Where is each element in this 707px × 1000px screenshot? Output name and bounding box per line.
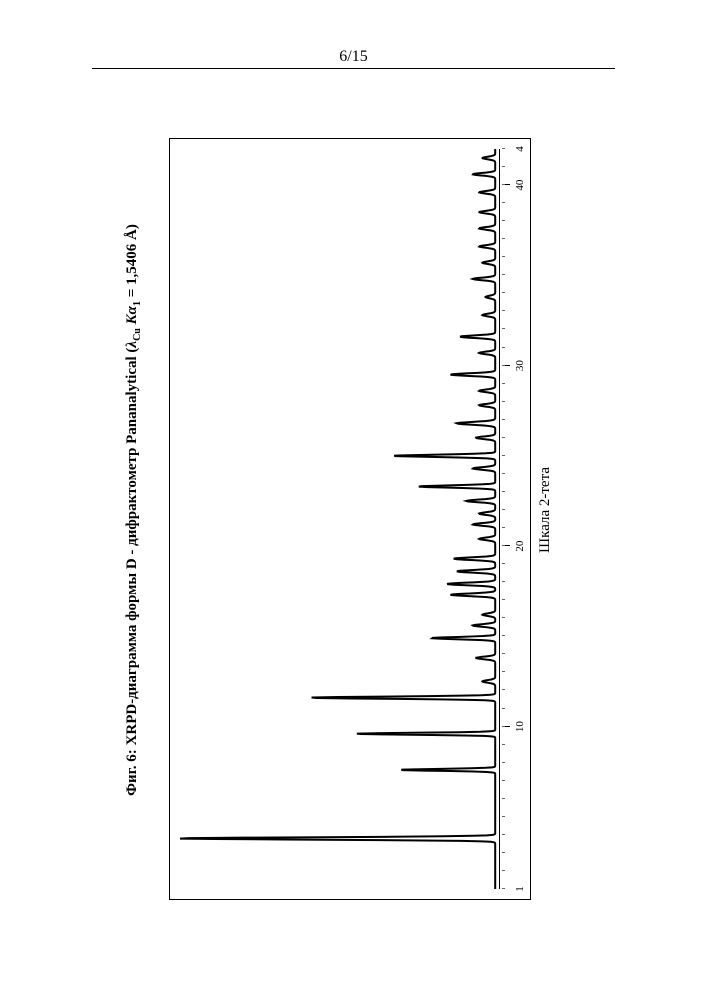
x-tick-minor bbox=[502, 599, 505, 600]
caption-lambda-sub: Cu bbox=[132, 328, 143, 341]
x-tick-minor bbox=[502, 401, 505, 402]
x-tick-minor bbox=[502, 437, 505, 438]
diffractogram-line bbox=[180, 149, 500, 889]
x-tick-minor bbox=[502, 870, 505, 871]
x-tick-major bbox=[505, 184, 510, 185]
figure-container: Фиг. 6: XRPD-диаграмма формы D - дифракт… bbox=[120, 120, 600, 900]
x-tick-label-start: 1 bbox=[514, 886, 526, 892]
page-divider bbox=[92, 68, 615, 69]
x-tick-label: 20 bbox=[514, 541, 526, 552]
caption-alpha: α bbox=[124, 306, 140, 314]
x-axis-label: Шкала 2-тета bbox=[537, 120, 554, 900]
caption-k: K bbox=[124, 314, 140, 324]
x-tick-minor bbox=[502, 888, 505, 889]
x-tick-minor bbox=[502, 220, 505, 221]
x-tick-minor bbox=[502, 671, 505, 672]
caption-alpha-sub: 1 bbox=[132, 301, 143, 306]
x-axis-line bbox=[499, 149, 500, 889]
x-tick-minor bbox=[502, 148, 505, 149]
x-tick-minor bbox=[502, 762, 505, 763]
figure-caption: Фиг. 6: XRPD-диаграмма формы D - дифракт… bbox=[124, 120, 143, 900]
x-tick-major bbox=[505, 545, 510, 546]
x-tick-minor bbox=[502, 473, 505, 474]
x-tick-minor bbox=[502, 798, 505, 799]
x-tick-label: 10 bbox=[514, 721, 526, 732]
caption-eq: = 1,5406 bbox=[124, 240, 140, 301]
x-tick-minor bbox=[502, 383, 505, 384]
x-tick-minor bbox=[502, 238, 505, 239]
x-tick-minor bbox=[502, 852, 505, 853]
x-tick-minor bbox=[502, 617, 505, 618]
x-tick-minor bbox=[502, 527, 505, 528]
x-tick-minor bbox=[502, 653, 505, 654]
x-tick-minor bbox=[502, 780, 505, 781]
x-tick-minor bbox=[502, 274, 505, 275]
caption-suffix: ) bbox=[124, 224, 140, 229]
x-tick-minor bbox=[502, 292, 505, 293]
x-tick-minor bbox=[502, 491, 505, 492]
page-number: 6/15 bbox=[0, 48, 707, 66]
x-tick-minor bbox=[502, 455, 505, 456]
x-tick-minor bbox=[502, 419, 505, 420]
x-tick-major bbox=[505, 726, 510, 727]
x-tick-minor bbox=[502, 329, 505, 330]
x-tick-minor bbox=[502, 708, 505, 709]
xrpd-chart: 10 20 30 40 1 4 bbox=[169, 138, 531, 900]
caption-lambda: λ bbox=[124, 341, 140, 348]
x-tick-minor bbox=[502, 581, 505, 582]
figure-rotated: Фиг. 6: XRPD-диаграмма формы D - дифракт… bbox=[120, 120, 600, 900]
x-tick-minor bbox=[502, 509, 505, 510]
x-tick-minor bbox=[502, 310, 505, 311]
x-tick-label: 40 bbox=[514, 180, 526, 191]
x-tick-minor bbox=[502, 563, 505, 564]
x-tick-minor bbox=[502, 347, 505, 348]
x-tick-minor bbox=[502, 816, 505, 817]
x-tick-minor bbox=[502, 635, 505, 636]
x-tick-label-end: 4 bbox=[514, 146, 526, 152]
plot-area bbox=[180, 149, 500, 889]
x-tick-minor bbox=[502, 689, 505, 690]
x-tick-minor bbox=[502, 744, 505, 745]
x-tick-label: 30 bbox=[514, 360, 526, 371]
caption-angstrom: Å bbox=[124, 229, 140, 240]
x-tick-minor bbox=[502, 256, 505, 257]
caption-prefix: Фиг. 6: XRPD-диаграмма формы D - дифракт… bbox=[124, 348, 140, 796]
x-tick-minor bbox=[502, 202, 505, 203]
x-tick-minor bbox=[502, 834, 505, 835]
x-tick-minor bbox=[502, 166, 505, 167]
x-tick-major bbox=[505, 365, 510, 366]
